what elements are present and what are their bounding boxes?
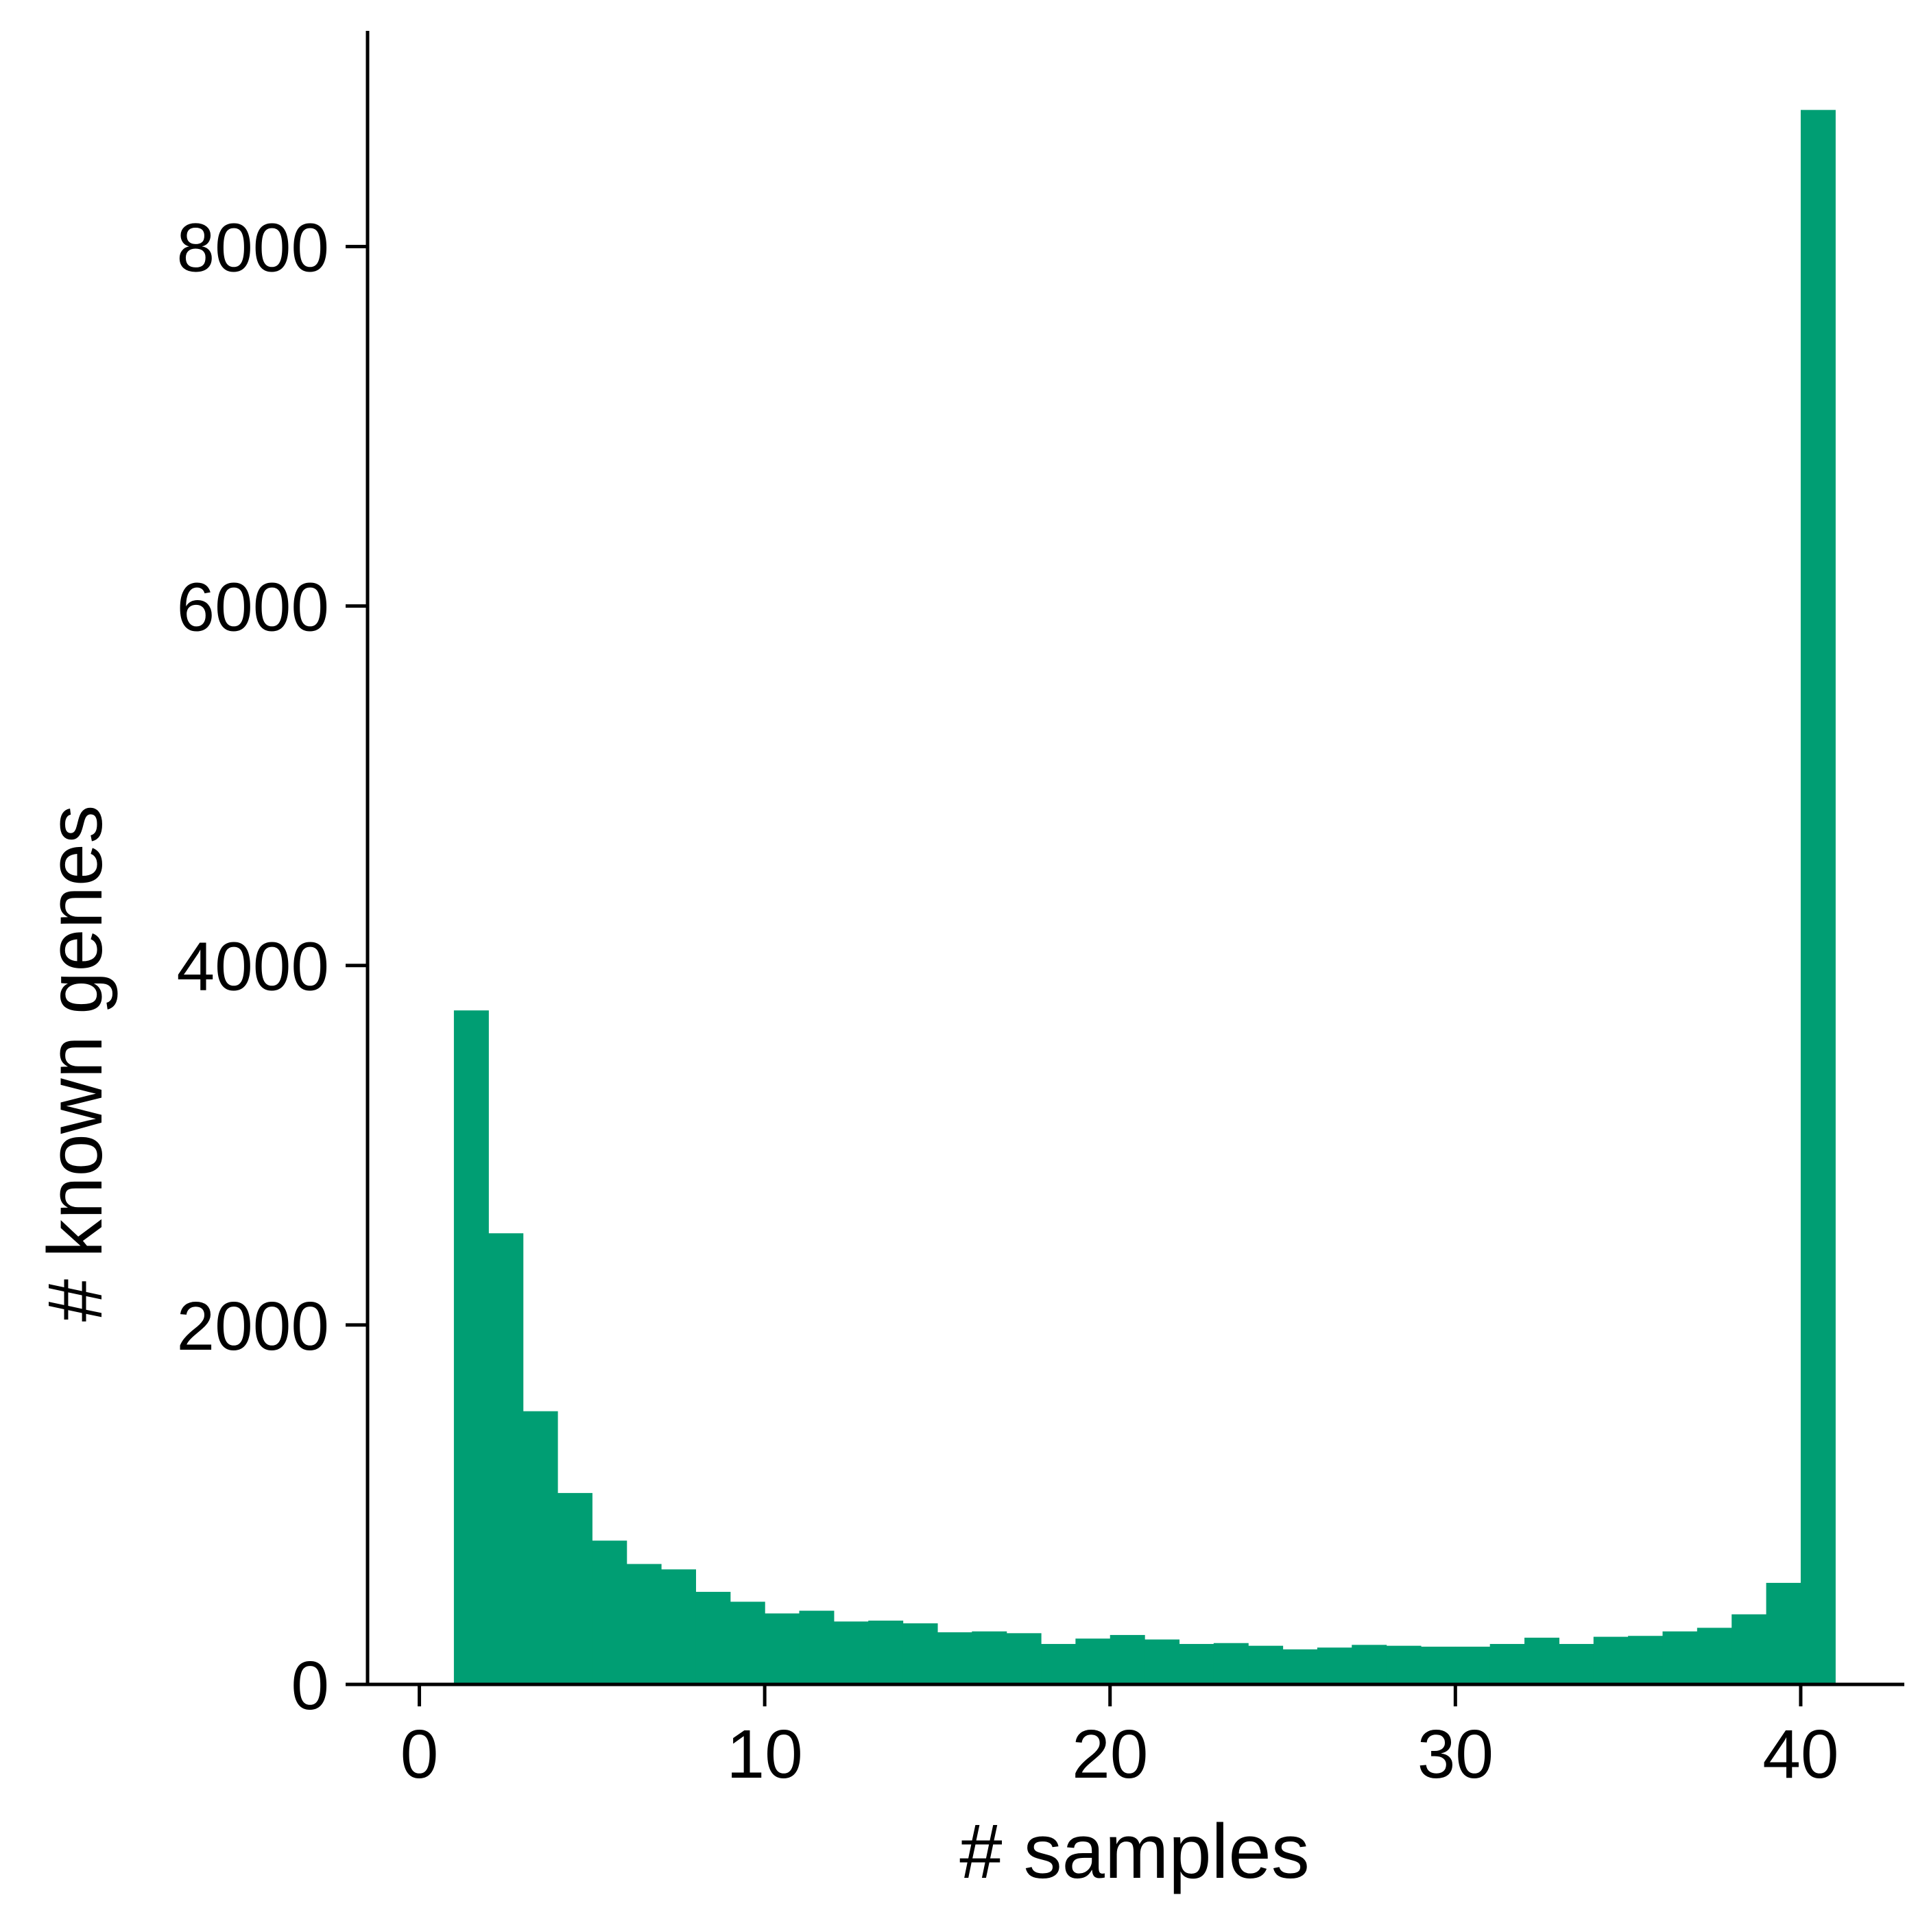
histogram-bar: [1317, 1647, 1352, 1684]
y-tick-label: 6000: [177, 569, 329, 646]
histogram-bar: [1524, 1637, 1560, 1684]
y-tick-label: 2000: [177, 1288, 329, 1365]
histogram-bar: [1352, 1645, 1387, 1684]
histogram-bar: [1006, 1633, 1042, 1684]
histogram-bar: [1179, 1644, 1214, 1684]
histogram-bar: [695, 1592, 731, 1684]
x-tick-label: 40: [1762, 1716, 1838, 1793]
histogram-bar: [1559, 1644, 1594, 1684]
histogram-bar: [1455, 1646, 1491, 1684]
histogram-bar: [453, 1010, 489, 1684]
y-ticks-layer: 0 2000 4000 6000 8000: [177, 209, 368, 1724]
histogram-bar: [972, 1631, 1007, 1684]
x-ticks-layer: 0 10 20 30 40: [400, 1684, 1839, 1793]
y-tick-label: 0: [291, 1647, 329, 1724]
histogram-bar: [557, 1492, 592, 1684]
histogram-bar: [833, 1621, 869, 1684]
histogram-bar: [799, 1610, 835, 1684]
histogram-bar: [626, 1564, 662, 1684]
histogram-bar: [1145, 1639, 1180, 1684]
histogram-bar: [1489, 1644, 1525, 1684]
histogram-bar: [902, 1623, 938, 1684]
histogram-bar: [1282, 1649, 1318, 1684]
histogram-bar: [1593, 1636, 1629, 1684]
x-tick-label: 0: [400, 1716, 439, 1793]
histogram-bar: [523, 1411, 558, 1684]
histogram-bar: [1732, 1614, 1767, 1684]
y-tick-label: 8000: [177, 209, 329, 286]
histogram-bar: [661, 1569, 697, 1684]
histogram-bar: [730, 1601, 765, 1684]
histogram-bar: [1628, 1636, 1664, 1684]
histogram-bar: [1420, 1646, 1456, 1684]
histogram-bar: [1662, 1631, 1698, 1684]
histogram-bar: [1110, 1634, 1145, 1684]
histogram-bar: [1075, 1638, 1111, 1684]
x-axis-title: # samples: [959, 1809, 1309, 1894]
y-axis-title: # known genes: [32, 805, 118, 1322]
histogram-bar: [1041, 1644, 1076, 1684]
x-tick-label: 30: [1417, 1716, 1494, 1793]
x-tick-label: 20: [1072, 1716, 1148, 1793]
bars-layer: [453, 110, 1836, 1685]
histogram-bar: [765, 1613, 800, 1684]
histogram-bar: [937, 1632, 972, 1684]
axes-layer: [366, 31, 1904, 1686]
histogram-bar: [1248, 1645, 1284, 1684]
y-tick-label: 4000: [177, 929, 329, 1005]
histogram-bar: [1800, 110, 1836, 1685]
histogram-bar: [1213, 1643, 1249, 1684]
x-tick-label: 10: [727, 1716, 803, 1793]
histogram-bar: [1386, 1645, 1422, 1684]
histogram-bar: [592, 1540, 627, 1684]
histogram-bar: [1697, 1627, 1732, 1684]
histogram-bar: [1766, 1582, 1801, 1684]
histogram-bar: [488, 1233, 524, 1684]
histogram-bar: [868, 1620, 904, 1684]
